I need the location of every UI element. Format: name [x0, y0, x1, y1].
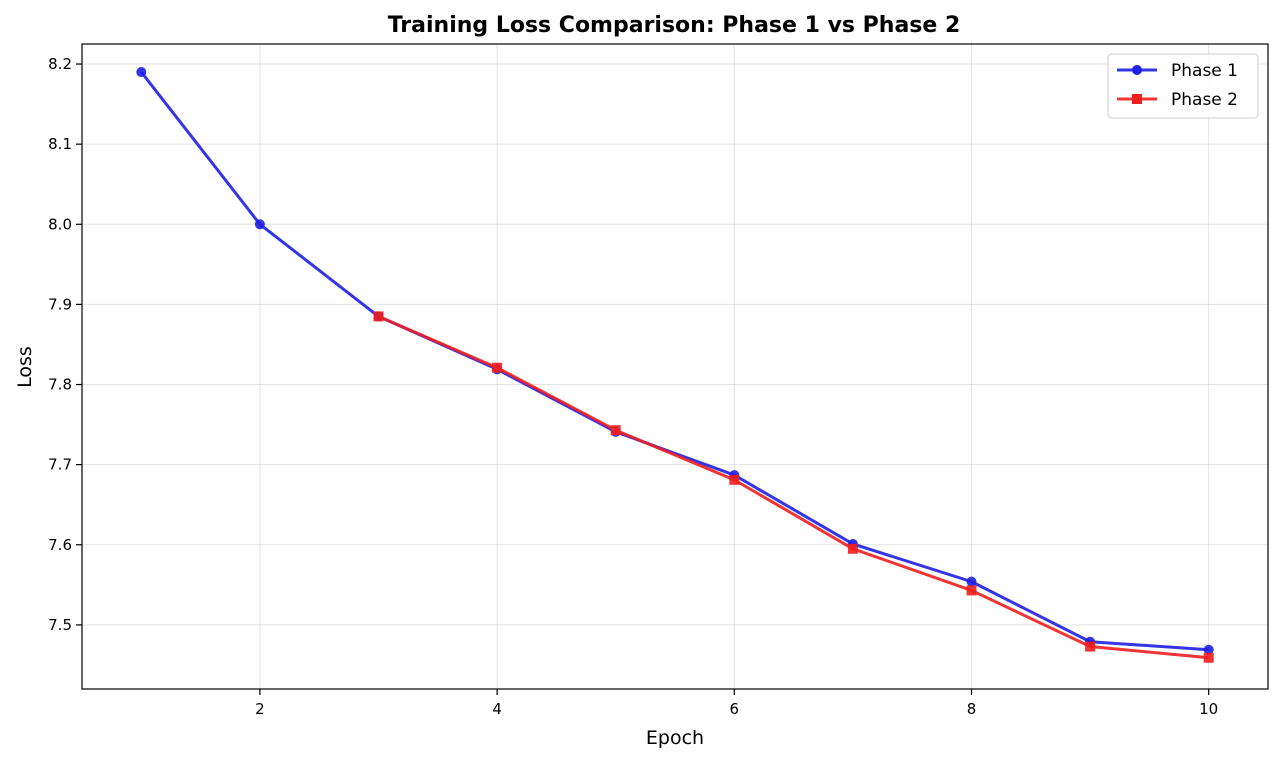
data-point [1203, 644, 1214, 655]
data-point [254, 219, 265, 230]
y-tick-label: 7.9 [48, 295, 72, 313]
x-tick-label: 2 [255, 700, 265, 718]
x-tick-label: 6 [730, 700, 740, 718]
y-tick-label: 7.6 [48, 536, 72, 554]
y-tick-label: 7.5 [48, 616, 72, 634]
data-point [492, 362, 503, 373]
x-tick-label: 8 [967, 700, 977, 718]
x-tick-label: 4 [492, 700, 502, 718]
data-point [610, 425, 621, 436]
data-point [966, 576, 977, 587]
x-axis-label: Epoch [646, 727, 704, 749]
series-1 [136, 67, 1214, 655]
y-axis-ticks: 7.5 7.6 7.7 7.8 7.9 8.0 8.1 8.2 [48, 55, 82, 634]
y-tick-label: 8.0 [48, 215, 72, 233]
series-line [140, 71, 1209, 652]
data-point [373, 311, 384, 322]
data-point [136, 67, 147, 78]
y-tick-label: 7.7 [48, 456, 72, 474]
data-point [1085, 641, 1096, 652]
data-point [966, 585, 977, 596]
y-tick-label: 8.1 [48, 135, 72, 153]
data-point [847, 543, 858, 554]
legend-item: Phase 2 [1117, 90, 1238, 110]
series-line [377, 315, 1209, 660]
y-axis-label: Loss [14, 346, 36, 388]
grid-lines [82, 44, 1268, 689]
legend-marker [1132, 94, 1142, 104]
legend-label: Phase 1 [1171, 61, 1238, 81]
data-point [1203, 652, 1214, 663]
x-axis-ticks: 2 4 6 8 10 [255, 689, 1218, 718]
chart-title: Training Loss Comparison: Phase 1 vs Pha… [388, 13, 961, 38]
legend-label: Phase 2 [1171, 90, 1238, 110]
y-tick-label: 7.8 [48, 376, 72, 394]
legend: Phase 1 Phase 2 [1107, 53, 1259, 119]
y-tick-label: 8.2 [48, 55, 72, 73]
series-2 [373, 311, 1214, 663]
series-layer [136, 67, 1214, 663]
x-tick-label: 10 [1199, 700, 1218, 718]
legend-item: Phase 1 [1117, 61, 1238, 81]
legend-marker [1132, 65, 1142, 75]
plot-area-frame [81, 43, 1269, 690]
data-point [729, 474, 740, 485]
